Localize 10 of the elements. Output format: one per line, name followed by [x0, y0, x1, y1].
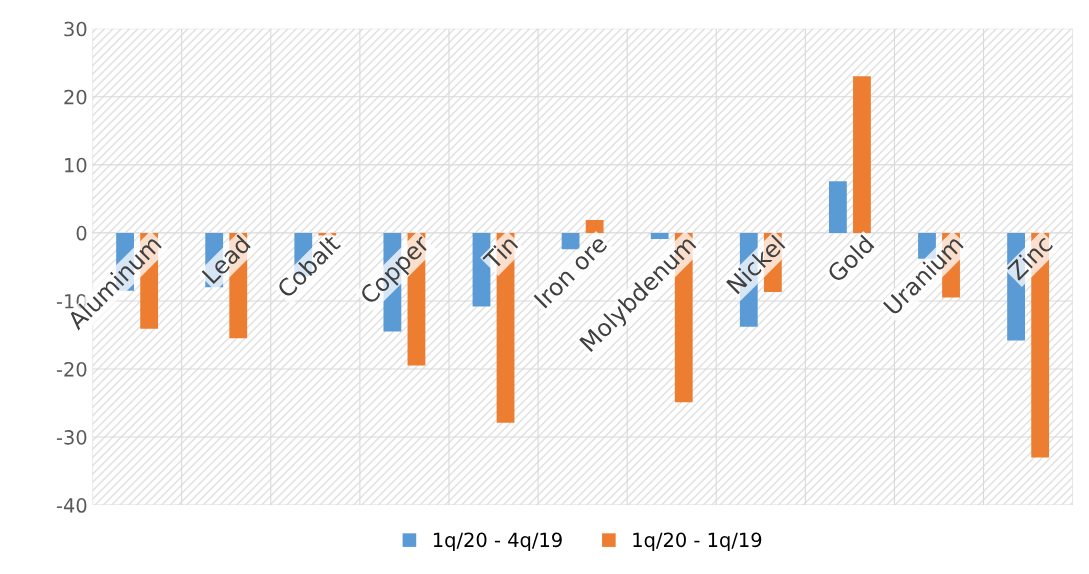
y-tick-label: -30	[56, 430, 87, 445]
y-tick-label: -20	[56, 361, 87, 377]
legend-label: 1q/20 - 1q/19	[633, 532, 762, 551]
y-tick-label: 30	[64, 21, 87, 37]
y-tick-label: 20	[64, 89, 87, 105]
y-tick-label: 0	[76, 225, 87, 241]
y-tick-label: -40	[56, 498, 87, 513]
legend-label: 1q/20 - 4q/19	[433, 532, 562, 551]
y-tick-label: 10	[65, 157, 87, 173]
x-tick-label: Tin	[481, 234, 519, 271]
